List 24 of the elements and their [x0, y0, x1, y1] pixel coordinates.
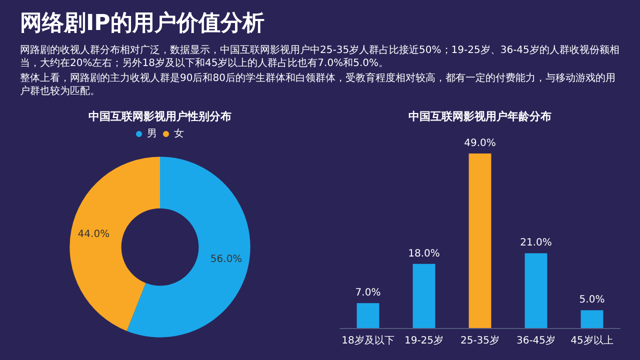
- x-tick-label: 19-25岁: [404, 334, 444, 346]
- data-label: 56.0%: [210, 254, 242, 266]
- data-label: 7.0%: [355, 288, 381, 299]
- data-label: 18.0%: [408, 248, 440, 260]
- text: 网路剧的收视人群分布相对广泛，数据显示，中国互联网影视用户中25-35岁人群占比接近50%；19-25岁、36-45岁的人群收视份额相当，大约在20%左右；另外18岁及以下和45岁以上的人群占比也有7.0%和5.0%。: [20, 44, 620, 70]
- legend-label: 女: [174, 128, 184, 140]
- text: 整体上看，网路剧的主力收视人群是90后和80后的学生群体和白领群体，受教育程度相对较高，都有一定的付费能力，与移动游戏的用户群也较为匹配。: [20, 72, 616, 98]
- data-label: 5.0%: [579, 294, 605, 306]
- bar: [412, 264, 436, 328]
- data-label: 21.0%: [520, 238, 552, 249]
- x-tick-label: 25-35岁: [460, 334, 500, 346]
- x-tick-label: 45岁以上: [570, 334, 614, 346]
- bar: [524, 253, 548, 328]
- bar: [356, 303, 380, 328]
- x-tick-label: 18岁及以下: [342, 334, 394, 346]
- legend-label: 男: [147, 128, 157, 140]
- data-label: 44.0%: [78, 228, 110, 240]
- bar: [468, 154, 492, 328]
- text: 网络剧IP的用户价值分析: [20, 10, 266, 38]
- chart-title: 中国互联网影视用户年龄分布: [408, 110, 552, 123]
- bar: [580, 310, 604, 328]
- data-label: 49.0%: [464, 138, 496, 150]
- x-tick-label: 36-45岁: [516, 334, 556, 346]
- chart-title: 中国互联网影视用户性别分布: [88, 110, 232, 123]
